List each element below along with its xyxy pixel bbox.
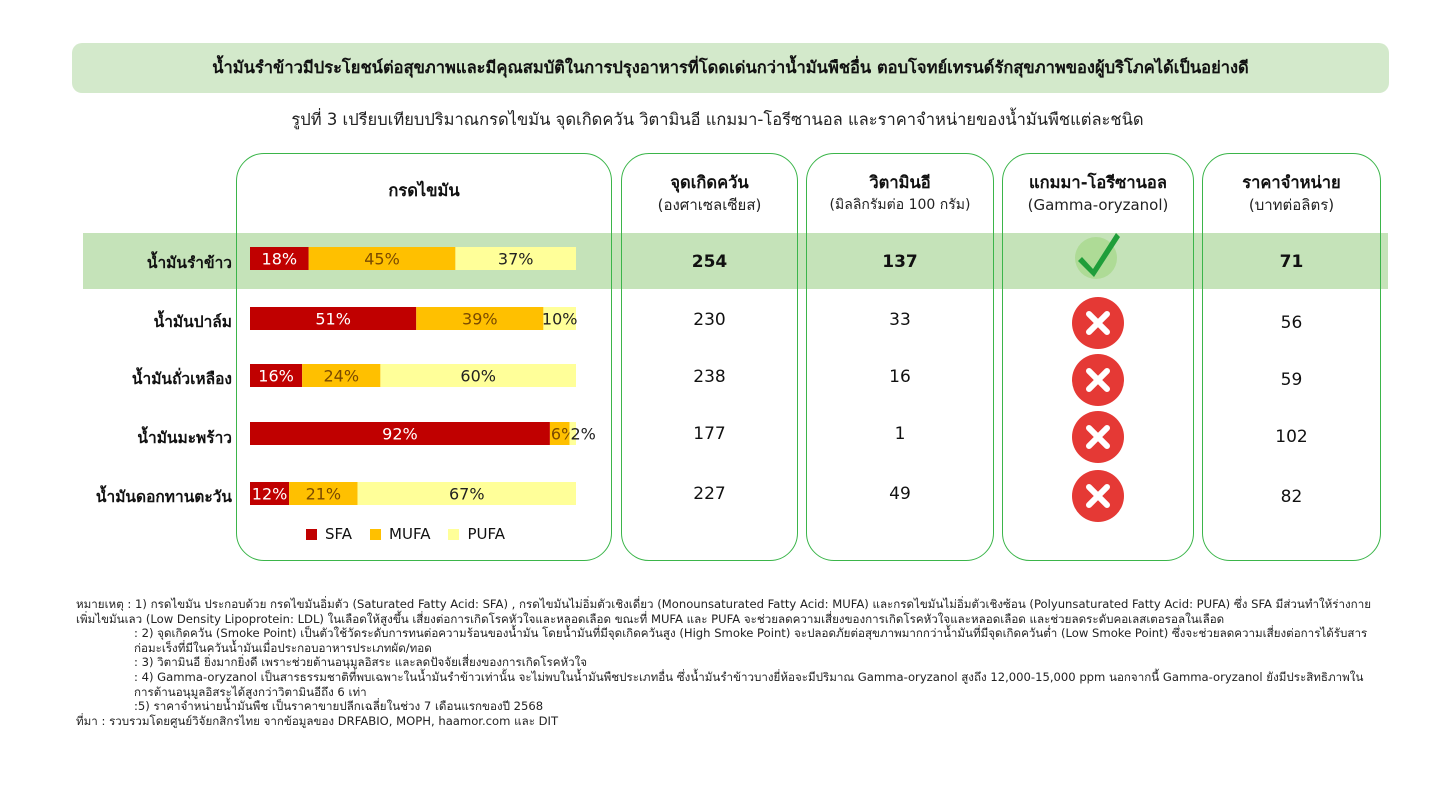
bar-segment-mufa bbox=[416, 307, 544, 330]
legend-item-mufa: MUFA bbox=[370, 525, 430, 543]
note-3: : 3) วิตามินอี ยิ่งมากยิ่งดี เพราะช่วยต้… bbox=[134, 655, 588, 670]
legend-swatch-pufa bbox=[448, 528, 460, 540]
price-title: ราคาจำหน่าย bbox=[1242, 173, 1341, 192]
note-2: : 2) จุดเกิดควัน (Smoke Point) เป็นตัวใช… bbox=[134, 626, 1368, 655]
cross-icon bbox=[1072, 297, 1124, 349]
vite-value: 137 bbox=[882, 252, 918, 272]
bar-segment-mufa bbox=[289, 482, 358, 505]
bar-segment-pufa bbox=[357, 482, 576, 505]
row-label-rice-bran: น้ำมันรำข้าว bbox=[146, 254, 232, 272]
headline-banner: น้ำมันรำข้าวมีประโยชน์ต่อสุขภาพและมีคุณส… bbox=[72, 43, 1389, 93]
bar-label-pufa: 10% bbox=[542, 310, 578, 329]
bar-segment-sfa bbox=[250, 247, 309, 270]
bar-segment-mufa bbox=[308, 247, 456, 270]
smoke-value: 238 bbox=[693, 367, 726, 387]
bar-segment-pufa bbox=[455, 247, 576, 270]
legend-swatch-mufa bbox=[370, 528, 382, 540]
legend-item-pufa: PUFA bbox=[448, 525, 505, 543]
bar-segment-sfa bbox=[250, 422, 550, 445]
price-value: 102 bbox=[1275, 427, 1308, 447]
bar-label-sfa: 92% bbox=[382, 425, 418, 444]
bar-label-mufa: 21% bbox=[306, 485, 342, 504]
chart-legend: SFA MUFA PUFA bbox=[306, 525, 505, 543]
vite-unit: (มิลลิกรัมต่อ 100 กรัม) bbox=[829, 197, 971, 213]
vite-header: วิตามินอี (มิลลิกรัมต่อ 100 กรัม) bbox=[806, 172, 994, 216]
price-value: 59 bbox=[1280, 370, 1303, 390]
source-note: ที่มา : รวบรวมโดยศูนย์วิจัยกสิกรไทย จากข… bbox=[76, 713, 559, 728]
bar-segment-mufa bbox=[302, 364, 381, 387]
check-icon bbox=[1075, 233, 1120, 279]
bar-label-mufa: 39% bbox=[462, 310, 498, 329]
price-panel bbox=[1202, 153, 1381, 561]
smoke-title: จุดเกิดควัน bbox=[670, 173, 749, 192]
note-1: หมายเหตุ : 1) กรดไขมัน ประกอบด้วย กรดไขม… bbox=[76, 597, 1372, 626]
figure-caption: รูปที่ 3 เปรียบเทียบปริมาณกรดไขมัน จุดเก… bbox=[291, 110, 1144, 129]
footnotes: หมายเหตุ : 1) กรดไขมัน ประกอบด้วย กรดไขม… bbox=[76, 597, 1381, 728]
bar-label-sfa: 12% bbox=[252, 485, 288, 504]
gamma-title: แกมมา-โอรีซานอล bbox=[1029, 173, 1167, 192]
bar-label-mufa: 45% bbox=[364, 250, 400, 269]
vite-value: 16 bbox=[889, 367, 911, 387]
bar-label-mufa: 24% bbox=[323, 367, 359, 386]
vite-value: 49 bbox=[889, 484, 911, 504]
bar-segment-mufa bbox=[549, 422, 570, 445]
row-label-palm: น้ำมันปาล์ม bbox=[153, 313, 232, 331]
legend-label-pufa: PUFA bbox=[467, 525, 506, 543]
bar-label-pufa: 2% bbox=[570, 425, 595, 444]
bar-label-sfa: 16% bbox=[258, 367, 294, 386]
price-header: ราคาจำหน่าย (บาทต่อลิตร) bbox=[1202, 172, 1381, 216]
legend-label-sfa: SFA bbox=[325, 525, 353, 543]
vite-value: 1 bbox=[894, 424, 906, 444]
price-value: 82 bbox=[1280, 487, 1303, 507]
smoke-value: 227 bbox=[693, 484, 726, 504]
price-unit: (บาทต่อลิตร) bbox=[1248, 196, 1335, 214]
bar-label-pufa: 60% bbox=[460, 367, 496, 386]
vite-value: 33 bbox=[889, 310, 911, 330]
bar-label-pufa: 67% bbox=[449, 485, 485, 504]
bar-label-sfa: 51% bbox=[315, 310, 351, 329]
smoke-panel bbox=[621, 153, 798, 561]
legend-label-mufa: MUFA bbox=[389, 525, 431, 543]
smoke-value: 230 bbox=[693, 310, 726, 330]
cross-icon bbox=[1072, 470, 1124, 522]
note-5: :5) ราคาจำหน่ายน้ำมันพืช เป็นราคาขายปลีก… bbox=[134, 699, 544, 714]
bar-segment-sfa bbox=[250, 364, 303, 387]
bar-segment-pufa bbox=[380, 364, 576, 387]
smoke-value: 177 bbox=[693, 424, 726, 444]
gamma-panel bbox=[1002, 153, 1194, 561]
fat-header: กรดไขมัน bbox=[388, 181, 460, 200]
bar-segment-pufa bbox=[569, 422, 576, 445]
vite-panel bbox=[806, 153, 994, 561]
bar-segment-sfa bbox=[250, 307, 417, 330]
gamma-header: แกมมา-โอรีซานอล (Gamma-oryzanol) bbox=[1002, 172, 1194, 216]
row-label-sunflower: น้ำมันดอกทานตะวัน bbox=[95, 488, 232, 506]
row-label-soybean: น้ำมันถั่วเหลือง bbox=[131, 370, 232, 388]
smoke-header: จุดเกิดควัน (องศาเซลเซียส) bbox=[621, 172, 798, 216]
price-value: 56 bbox=[1280, 313, 1303, 333]
vite-title: วิตามินอี bbox=[869, 173, 931, 192]
smoke-value: 254 bbox=[691, 252, 728, 272]
smoke-unit: (องศาเซลเซียส) bbox=[657, 196, 762, 214]
price-value: 71 bbox=[1279, 252, 1304, 272]
bar-label-sfa: 18% bbox=[262, 250, 298, 269]
fat-panel bbox=[236, 153, 612, 561]
note-4: : 4) Gamma-oryzanol เป็นสารธรรมชาติที่พบ… bbox=[134, 669, 1364, 699]
gamma-unit: (Gamma-oryzanol) bbox=[1027, 196, 1169, 214]
cross-icon bbox=[1072, 411, 1124, 463]
cross-icon bbox=[1072, 354, 1124, 406]
bar-label-pufa: 37% bbox=[498, 250, 534, 269]
bar-segment-sfa bbox=[250, 482, 290, 505]
legend-item-sfa: SFA bbox=[306, 525, 352, 543]
legend-swatch-sfa bbox=[306, 528, 317, 540]
row-label-coconut: น้ำมันมะพร้าว bbox=[137, 429, 232, 447]
bar-segment-pufa bbox=[543, 307, 576, 330]
